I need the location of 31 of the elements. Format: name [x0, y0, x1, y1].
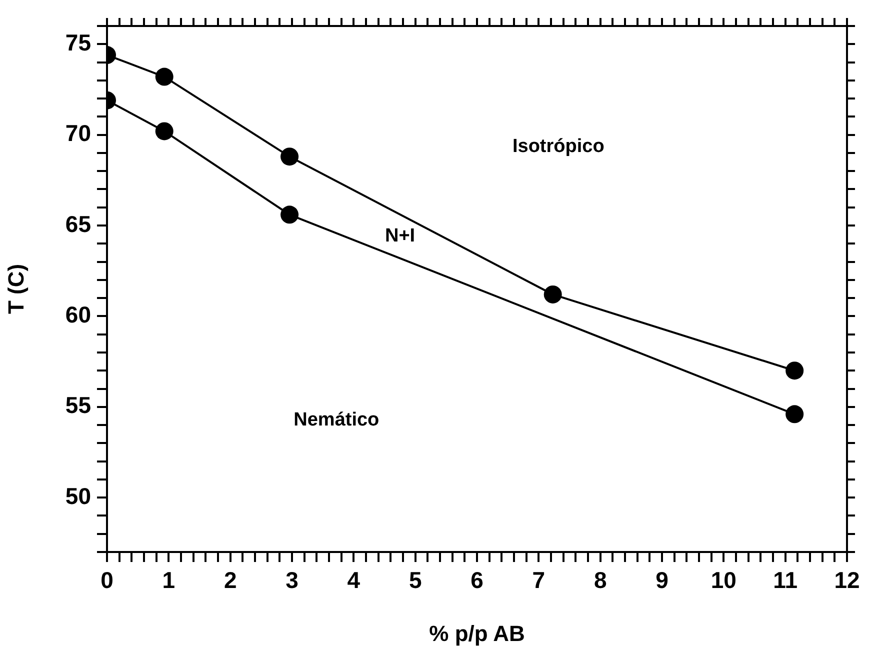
x-tick-label: 7 [532, 567, 546, 594]
point [280, 148, 299, 166]
y-tick-label: 70 [65, 120, 91, 146]
point [155, 68, 174, 86]
x-tick-label: 9 [656, 567, 668, 594]
point [544, 285, 562, 304]
point [155, 122, 174, 140]
x-tick-label: 11 [773, 567, 798, 594]
x-tick-label: 6 [470, 567, 484, 594]
annotation: Nemático [294, 410, 380, 431]
annotation: N+I [384, 226, 416, 247]
x-tick-label: 4 [347, 567, 360, 594]
x-tick-label: 12 [834, 567, 860, 594]
x-tick-label: 1 [162, 567, 176, 594]
x-tick-label: 10 [710, 567, 736, 594]
y-tick-label: 55 [65, 392, 92, 418]
point [786, 405, 804, 424]
y-tick-label: 60 [65, 302, 91, 328]
x-tick-label: 8 [594, 567, 607, 594]
annotation: Isotrópico [512, 136, 604, 158]
y-axis-title: T (C) [3, 264, 28, 314]
x-tick-label: 2 [224, 567, 237, 594]
point [280, 206, 299, 224]
y-tick-label: 75 [65, 29, 92, 56]
point [786, 362, 804, 380]
y-tick-label: 65 [65, 210, 92, 237]
x-tick-label: 3 [286, 567, 298, 594]
x-axis-title: % p/p AB [429, 620, 525, 646]
x-tick-label: 5 [408, 567, 422, 594]
x-tick-label: 0 [100, 567, 114, 594]
y-tick-label: 50 [65, 482, 91, 509]
